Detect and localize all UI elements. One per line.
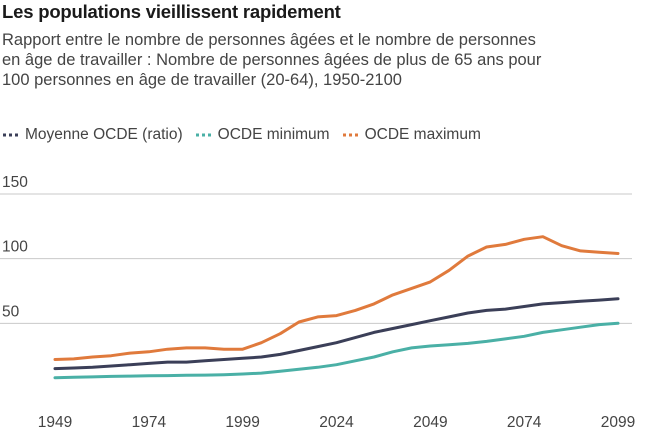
subtitle-line-1: Rapport entre le nombre de personnes âgé…	[2, 31, 536, 49]
y-tick-label-100: 100	[2, 239, 28, 256]
y-tick-label-50: 50	[2, 303, 20, 320]
x-tick-label-1974: 1974	[132, 414, 167, 431]
series-line-minimum	[53, 321, 620, 380]
legend-label-minimum: OCDE minimum	[217, 126, 330, 143]
x-tick-label-2049: 2049	[413, 414, 447, 431]
series-line-maximum	[53, 235, 620, 361]
legend-symbol-minimum	[195, 133, 212, 137]
series-line-moyenne	[53, 297, 620, 371]
x-tick-label-1949: 1949	[38, 414, 72, 431]
legend-label-maximum: OCDE maximum	[364, 126, 481, 143]
chart-legend: Moyenne OCDE (ratio) OCDE minimum OCDE m…	[2, 126, 493, 144]
legend-symbol-moyenne	[3, 133, 19, 137]
legend-item-minimum: OCDE minimum	[195, 126, 330, 144]
chart-title: Les populations vieillissent rapidement	[2, 1, 341, 22]
legend-item-moyenne: Moyenne OCDE (ratio)	[2, 126, 183, 144]
x-tick-label-1999: 1999	[225, 414, 259, 431]
x-tick-label-2074: 2074	[507, 414, 542, 431]
y-tick-label-150: 150	[2, 174, 28, 191]
subtitle-line-3: 100 personnes en âge de travailler (20-6…	[2, 71, 402, 89]
x-tick-label-2099: 2099	[601, 414, 635, 431]
legend-label-moyenne: Moyenne OCDE (ratio)	[25, 126, 183, 143]
legend-item-maximum: OCDE maximum	[342, 126, 481, 144]
subtitle-line-2: en âge de travailler : Nombre de personn…	[2, 51, 542, 69]
legend-symbol-maximum	[342, 133, 359, 137]
chart-subtitle: Rapport entre le nombre de personnes âgé…	[2, 30, 642, 90]
x-tick-label-2024: 2024	[319, 414, 354, 431]
